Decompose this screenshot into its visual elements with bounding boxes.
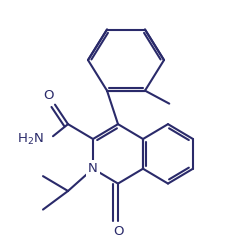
Text: O: O: [43, 89, 53, 102]
Text: O: O: [113, 225, 123, 238]
Text: H$_2$N: H$_2$N: [17, 132, 44, 147]
Text: N: N: [88, 162, 98, 175]
